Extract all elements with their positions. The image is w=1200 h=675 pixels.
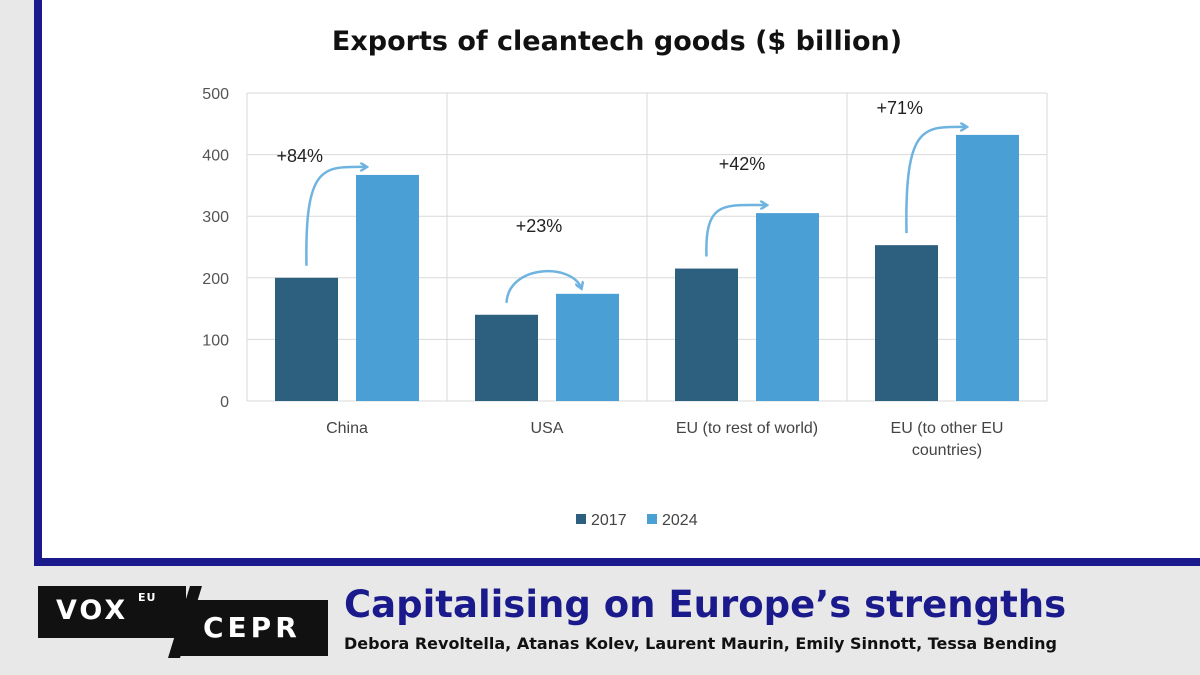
y-tick-label: 0 (220, 394, 229, 411)
x-category-label: EU (to other EU (891, 420, 1004, 437)
growth-arrow (505, 269, 582, 303)
bar-2024 (756, 213, 819, 401)
bar-2017 (875, 245, 938, 401)
legend-label-2024: 2024 (662, 512, 698, 529)
article-authors: Debora Revoltella, Atanas Kolev, Laurent… (344, 634, 1057, 653)
chart-plot: 0 100 200 300 400 500 +84% China +23% USA +42% EU (… (202, 86, 1048, 529)
growth-arrow (705, 205, 766, 257)
vox-logo-superscript: EU (138, 591, 157, 604)
bar-2024 (356, 174, 419, 401)
x-category-label: USA (531, 420, 564, 437)
y-tick-label: 300 (202, 209, 229, 226)
vox-logo-text: VOX (56, 595, 129, 626)
growth-arrow (905, 127, 966, 234)
y-tick-label: 500 (202, 86, 229, 103)
growth-annotation: +71% (877, 98, 924, 118)
x-category-label: EU (to rest of world) (676, 420, 818, 437)
bar-2017 (475, 314, 538, 401)
y-tick-label: 200 (202, 271, 229, 288)
article-headline[interactable]: Capitalising on Europe’s strengths (344, 583, 1067, 626)
legend-swatch-2017 (576, 514, 586, 524)
growth-annotation: +84% (277, 146, 324, 166)
bar-2024 (556, 293, 619, 401)
cepr-logo[interactable]: CEPR (178, 600, 328, 656)
bar-2017 (675, 268, 738, 401)
chart-legend: 2017 2024 (576, 512, 698, 529)
growth-arrow (305, 167, 366, 266)
growth-annotation: +23% (516, 216, 563, 236)
chart-title: Exports of cleantech goods ($ billion) (331, 26, 903, 57)
legend-label-2017: 2017 (591, 512, 627, 529)
x-category-label: countries) (912, 442, 982, 459)
bar-2017 (275, 277, 338, 401)
x-category-label: China (326, 420, 368, 437)
voxeu-logo[interactable]: VOX EU (38, 586, 186, 638)
cepr-logo-text: CEPR (203, 611, 301, 644)
bar-2024 (956, 134, 1019, 401)
y-tick-label: 100 (202, 332, 229, 349)
growth-annotation: +42% (719, 154, 766, 174)
legend-swatch-2024 (647, 514, 657, 524)
y-tick-label: 400 (202, 148, 229, 165)
